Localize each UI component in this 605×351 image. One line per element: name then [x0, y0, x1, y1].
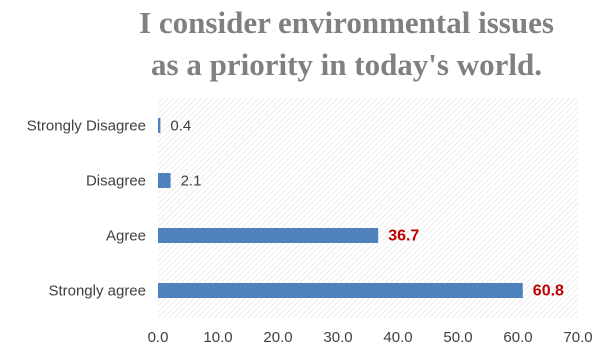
x-tick-label: 30.0: [323, 329, 352, 346]
data-labels-group: 0.4 2.1 36.7 60.8: [170, 118, 564, 300]
category-label-strongly-disagree: Strongly Disagree: [27, 118, 146, 135]
data-label-strongly-disagree: 0.4: [170, 118, 191, 135]
x-tick-label: 20.0: [263, 329, 292, 346]
x-tick-label: 50.0: [443, 329, 472, 346]
bar-agree: [158, 228, 379, 243]
data-label-strongly-agree: 60.8: [533, 283, 564, 300]
bar-strongly-agree: [158, 283, 523, 298]
bars-group: [158, 118, 523, 298]
x-tick-label: 40.0: [383, 329, 412, 346]
bar-strongly-disagree: [158, 118, 161, 133]
x-tick-label: 60.0: [503, 329, 532, 346]
x-tick-label: 10.0: [203, 329, 232, 346]
chart-title-line-2: as a priority in today's world.: [151, 47, 542, 82]
category-label-strongly-agree: Strongly agree: [48, 283, 146, 300]
data-label-agree: 36.7: [388, 228, 419, 245]
chart-title-line-1: I consider environmental issues: [139, 5, 554, 40]
x-tick-label: 70.0: [563, 329, 592, 346]
category-labels-group: Strongly Disagree Disagree Agree Strongly a…: [27, 118, 146, 300]
x-tick-label: 0.0: [148, 329, 169, 346]
x-axis-ticks-group: 0.0 10.0 20.0 30.0 40.0 50.0 60.0 70.0: [148, 329, 593, 346]
plot-background: [158, 98, 578, 318]
category-label-disagree: Disagree: [86, 173, 146, 190]
data-label-disagree: 2.1: [181, 173, 202, 190]
category-label-agree: Agree: [106, 228, 146, 245]
bar-disagree: [158, 173, 171, 188]
